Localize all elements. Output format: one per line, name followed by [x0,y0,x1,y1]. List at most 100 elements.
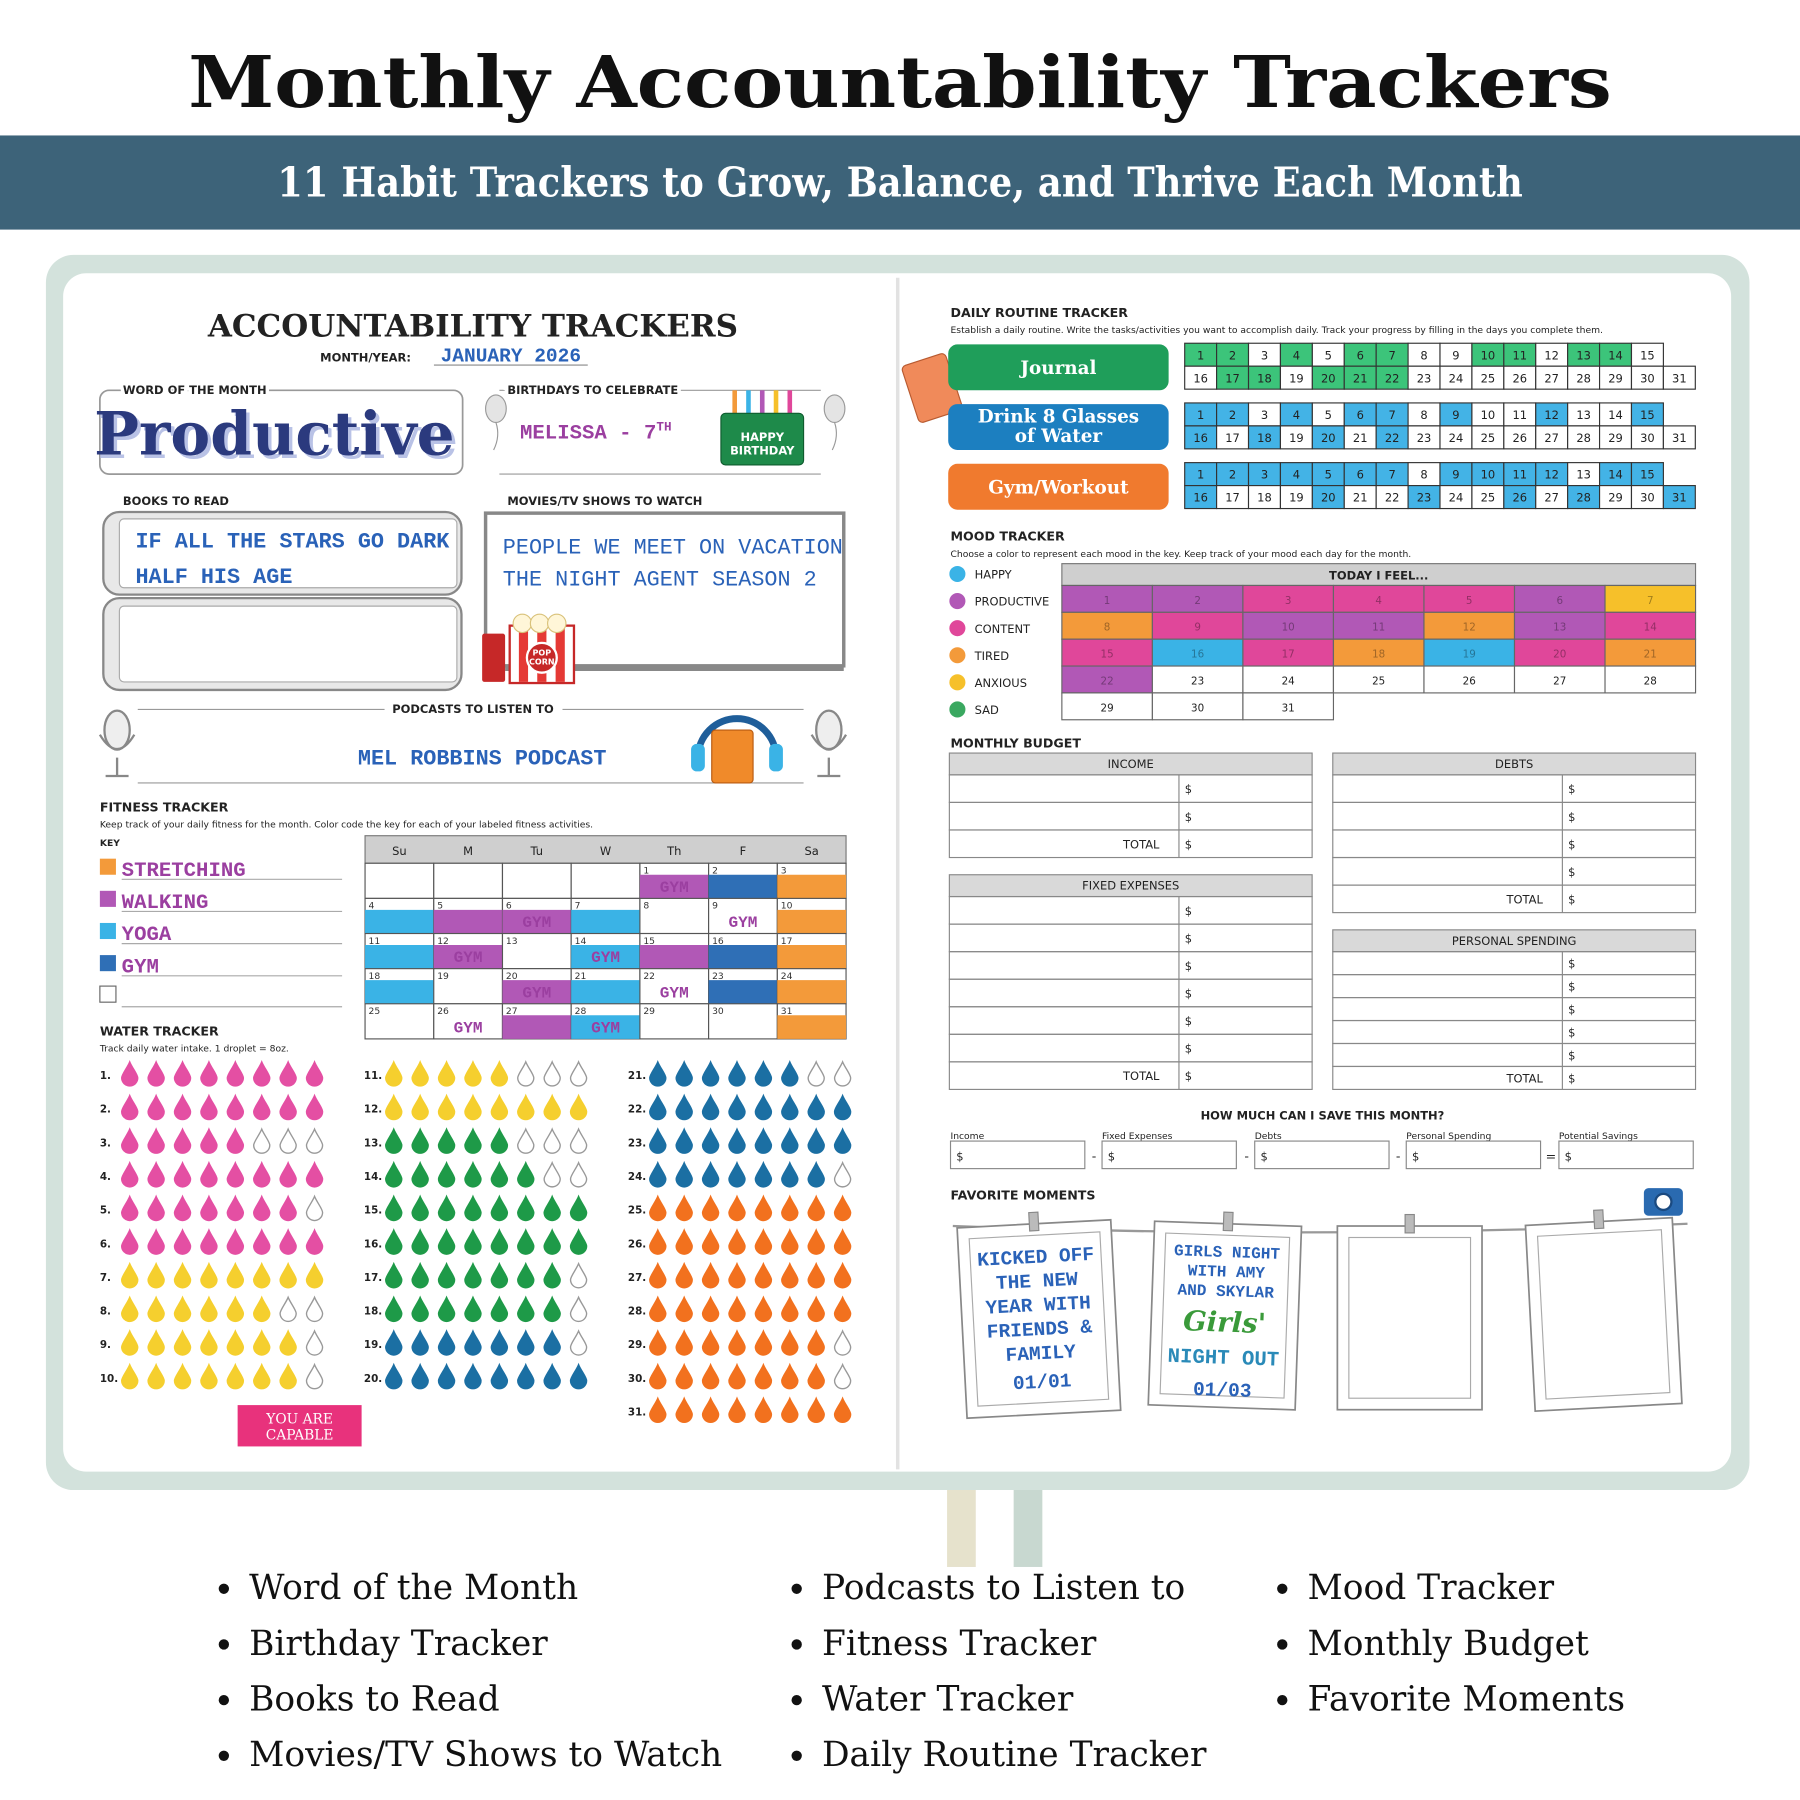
activity-fill [639,945,709,969]
droplet-filled [437,1362,456,1390]
droplet-filled [411,1362,429,1390]
day-number: 4 [1293,408,1300,422]
key-checkbox [99,985,117,1003]
section-title: WATER TRACKER [100,1023,219,1038]
mood-fill [1332,584,1425,613]
day-number: 8 [1420,348,1427,362]
droplet-filled [253,1228,271,1255]
droplet-filled [279,1093,297,1121]
day-number: 22 [1385,431,1400,445]
photo-area [1536,1229,1671,1400]
instructions: Keep track of your daily fitness for the… [100,820,593,831]
droplet-filled [385,1261,403,1289]
bullet [1277,1694,1288,1706]
budget-section-name: DEBTS [1495,757,1533,771]
section-title: FITNESS TRACKER [100,800,229,815]
day-label: 16. [364,1238,382,1250]
day-number: 27 [1553,675,1566,687]
droplet-filled [807,1127,825,1154]
day-number: 1 [643,866,649,877]
droplet-filled [411,1295,429,1323]
popcorn-text: CORN [529,658,555,667]
droplet-filled [173,1093,192,1121]
day-number: 26 [1512,371,1527,385]
day-label: 5. [100,1205,111,1217]
droplet-filled [120,1093,139,1121]
popcorn-stripe [518,626,529,682]
calendar-cell [433,862,504,899]
key-name: STRETCHING [122,860,246,883]
photo-date: 01/01 [1012,1370,1072,1395]
activity-fill [571,909,640,934]
microphone-stand [98,734,136,778]
droplet-filled [701,1160,720,1188]
book-pages [118,518,458,589]
weekday: W [600,844,611,858]
droplet-filled [279,1228,297,1255]
candle [759,390,765,414]
droplet-filled [437,1295,456,1323]
day-number: 18 [1257,491,1272,505]
sticker [237,1405,362,1447]
polaroid [1524,1216,1683,1413]
headphones [694,715,780,758]
bullet [218,1694,230,1706]
mood-fill [1604,611,1697,640]
photo-area [968,1231,1110,1407]
movie-title: THE NIGHT AGENT SEASON 2 [503,567,817,592]
day-label: 17. [364,1272,382,1284]
droplet-filled [490,1194,509,1222]
key-swatch [99,858,116,875]
earcup [691,743,705,772]
bullet [218,1583,230,1594]
droplet-filled [649,1127,667,1154]
droplet-empty [543,1060,561,1087]
day-completed [1662,485,1696,510]
day-number: 26 [437,1006,449,1017]
feature-item: Mood Tracker [1308,1568,1555,1608]
droplet-empty [305,1127,324,1154]
day-number: 20 [506,971,518,982]
day-number: 25 [368,1006,380,1017]
droplet-filled [781,1396,799,1423]
day-number: 17 [1225,431,1240,445]
cake-text: HAPPY [740,430,784,444]
day-number: 13 [1576,348,1591,362]
droplet-filled [807,1160,825,1188]
day-number: 20 [1321,431,1336,445]
day-number: 12 [1463,622,1476,634]
section-title: FAVORITE MOMENTS [951,1188,1096,1203]
day-number: 15 [643,936,655,947]
droplet-filled [649,1261,667,1289]
day-number: 7 [1388,348,1395,362]
feature-item: Monthly Budget [1308,1624,1589,1664]
feature-item: Water Tracker [822,1679,1074,1719]
day-number: 7 [1388,468,1395,482]
day-number: 4 [1375,595,1382,607]
day-number: 5 [437,901,443,912]
droplet-filled [385,1060,403,1087]
droplet-filled [147,1060,165,1087]
day-number: 11 [1512,468,1527,482]
day-label: 20. [364,1373,382,1385]
droplet-filled [517,1093,535,1121]
feature-item: Word of the Month [249,1568,578,1608]
currency: $ [1568,810,1575,824]
droplet-filled [675,1295,693,1323]
day-number: 30 [1191,702,1204,714]
day-number: 23 [1417,491,1432,505]
droplet-filled [147,1127,165,1154]
activity-fill [433,945,503,969]
droplet-empty [517,1127,535,1154]
balloon-string [493,422,499,451]
day-number: 6 [1357,468,1364,482]
weekday: M [463,844,473,858]
droplet-filled [437,1160,456,1188]
habit-name: of Water [1015,426,1103,447]
droplet-filled [701,1127,720,1154]
day-number: 2 [1194,595,1201,607]
day-number: 3 [1285,595,1292,607]
droplet-filled [781,1127,799,1154]
photo-caption: FRIENDS & [986,1316,1093,1343]
